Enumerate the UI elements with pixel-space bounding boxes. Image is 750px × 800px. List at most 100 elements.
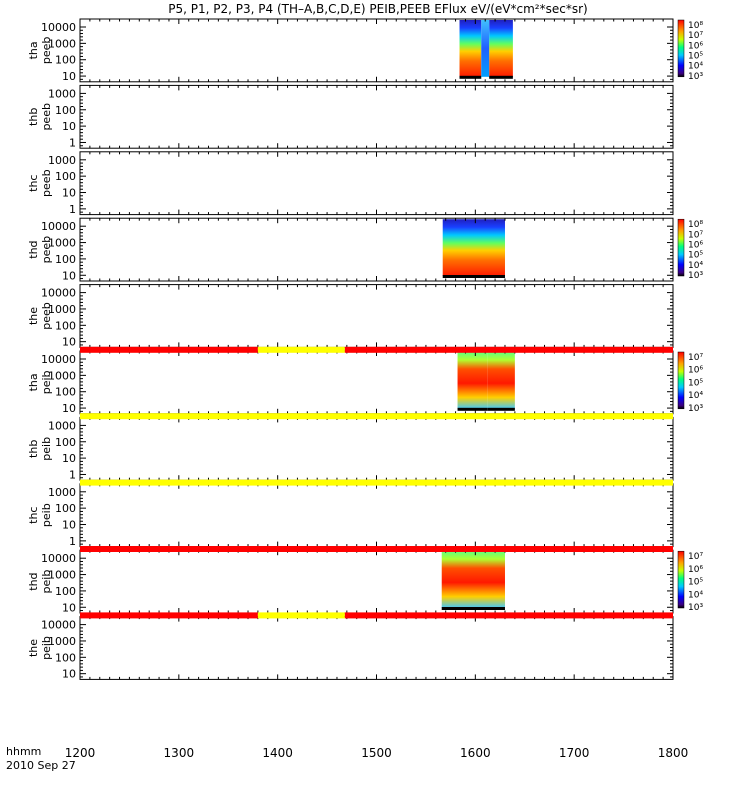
x-tick-label: 1700 (559, 746, 590, 760)
colorbar-label: 10⁷ (688, 31, 703, 41)
y-tick-label: 100 (55, 170, 76, 183)
y-tick-label: 1 (69, 136, 76, 149)
probe-label: the (27, 639, 40, 657)
product-label: peib (40, 503, 53, 527)
y-tick-label: 100 (55, 319, 76, 332)
panel-frame (79, 416, 674, 481)
panel-frame (79, 217, 674, 282)
low-energy-trace (441, 607, 505, 610)
colorbar-label: 10⁶ (688, 41, 703, 51)
panel-frame (79, 616, 674, 680)
probe-label: tha (27, 41, 40, 59)
low-energy-trace (487, 407, 515, 411)
panel-frame (79, 350, 674, 415)
panel-frame (79, 151, 674, 216)
y-tick-label: 10 (62, 668, 76, 681)
mode-bar-segment (80, 346, 258, 353)
panel-the-peib: 10000 1000 100 10 the peib (27, 616, 674, 681)
probe-label: thc (27, 175, 40, 192)
spectrogram-block (489, 20, 513, 77)
probe-label: thb (27, 108, 40, 126)
y-tick-label: 1000 (48, 569, 76, 582)
y-tick-label: 1 (69, 535, 76, 548)
y-tick-label: 1000 (48, 154, 76, 167)
y-tick-label: 10 (62, 70, 76, 83)
x-tick-label: 1800 (658, 746, 689, 760)
product-label: peib (40, 636, 53, 660)
spectrogram-gap (481, 20, 490, 77)
y-tick-label: 10000 (41, 552, 76, 565)
spectrogram-block (459, 20, 482, 77)
colorbar-label: 10⁵ (688, 51, 703, 61)
figure-title: P5, P1, P2, P3, P4 (TH–A,B,C,D,E) PEIB,P… (168, 2, 587, 16)
y-tick-label: 10 (62, 601, 76, 614)
mode-bar-segment (80, 546, 673, 552)
colorbar-label: 10⁷ (688, 552, 703, 562)
mode-bar-segment (344, 346, 673, 353)
y-tick-label: 100 (55, 253, 76, 266)
spectrogram-block (457, 352, 488, 409)
product-label: peib (40, 570, 53, 594)
product-label: peib (40, 437, 53, 461)
product-label: peeb (40, 302, 53, 330)
colorbar-label: 10⁷ (688, 230, 703, 240)
colorbar (677, 19, 685, 78)
panel-thb-peib: 1000 100 10 1 thb peib (27, 416, 674, 481)
colorbar-label: 10⁸ (688, 21, 703, 31)
mode-bar-segment (80, 413, 673, 420)
colorbar-label: 10⁴ (688, 261, 703, 271)
y-tick-label: 10000 (41, 353, 76, 366)
y-tick-label: 1000 (48, 87, 76, 100)
y-tick-label: 10 (62, 336, 76, 349)
y-tick-label: 1000 (48, 486, 76, 499)
colorbar-label: 10⁷ (688, 353, 703, 363)
probe-label: thd (27, 572, 40, 590)
y-tick-label: 10 (62, 452, 76, 465)
panel-tha-peib: 10000 1000 100 10 tha peib 10⁷ 10⁶ 10⁵ 10⁴ 10³ (27, 350, 703, 415)
y-tick-label: 100 (55, 54, 76, 67)
colorbar-label: 10⁶ (688, 565, 703, 575)
x-tick-label: 1400 (262, 746, 293, 760)
panel-thd-peib: 10000 1000 100 10 thd peib 10⁷ 10⁶ 10⁵ 10⁴ 10³ (27, 549, 703, 614)
colorbar-label: 10³ (688, 271, 703, 281)
x-tick-label: 1600 (460, 746, 491, 760)
mode-bar-segment (257, 612, 345, 619)
y-tick-label: 10000 (41, 220, 76, 233)
y-tick-label: 1000 (48, 37, 76, 50)
probe-label: thb (27, 440, 40, 458)
y-tick-label: 1000 (48, 303, 76, 316)
y-tick-label: 100 (55, 651, 76, 664)
x-axis: 1200 1300 1400 1500 1600 1700 1800 (65, 746, 689, 760)
probe-label: the (27, 307, 40, 325)
y-tick-label: 10 (62, 187, 76, 200)
probe-label: thc (27, 507, 40, 524)
spectrogram-block (442, 219, 505, 276)
x-tick-label: 1200 (65, 746, 96, 760)
colorbar-label: 10⁴ (688, 590, 703, 600)
y-tick-label: 1000 (48, 419, 76, 432)
y-tick-label: 10 (62, 269, 76, 282)
product-label: peeb (40, 169, 53, 197)
y-tick-label: 1000 (48, 369, 76, 382)
y-tick-label: 10000 (41, 21, 76, 34)
y-tick-label: 100 (55, 104, 76, 117)
x-tick-label: 1300 (164, 746, 195, 760)
mode-bar-segment (257, 346, 345, 353)
panel-frame (79, 483, 674, 548)
spectrogram-block (487, 352, 515, 409)
y-tick-label: 10 (62, 402, 76, 415)
low-energy-trace (459, 75, 482, 79)
panel-frame (79, 84, 674, 149)
colorbar-label: 10⁵ (688, 578, 703, 588)
colorbar-label: 10⁴ (688, 391, 703, 401)
colorbar (677, 550, 685, 609)
y-tick-label: 10000 (41, 619, 76, 632)
date-label: 2010 Sep 27 (6, 759, 76, 772)
panel-the-peeb: 10000 1000 100 10 the peeb (27, 284, 674, 349)
y-tick-label: 1 (69, 203, 76, 216)
probe-label: thd (27, 240, 40, 258)
panel-frame (79, 18, 674, 83)
